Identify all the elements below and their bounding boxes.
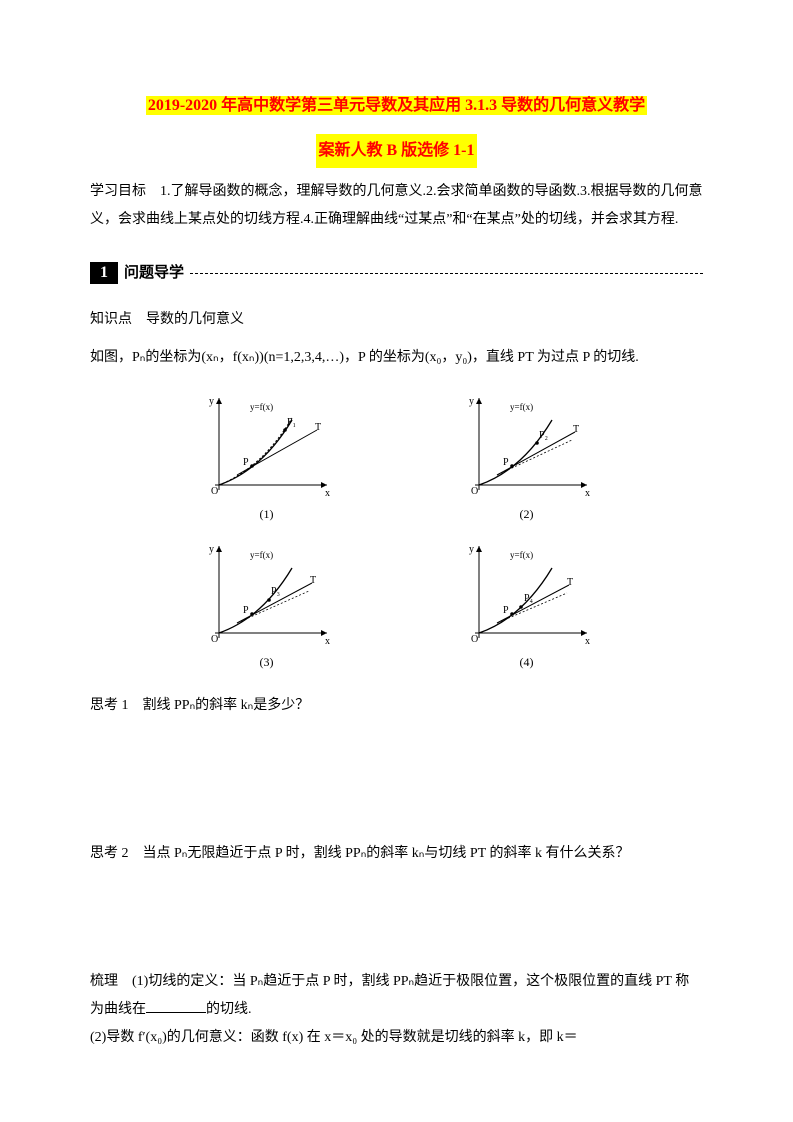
knowledge-intro: 如图，Pₙ的坐标为(xₙ，f(xₙ))(n=1,2,3,4,…)，P 的坐标为(… — [90, 344, 703, 372]
figure-2: O y x y=f(x) P P₂ T (2) — [457, 390, 597, 526]
section-dashes — [190, 273, 703, 274]
figure-4-caption: (4) — [457, 650, 597, 674]
blank-space-1 — [90, 720, 703, 840]
figure-1: O y x y=f(x) P P₁ T (1) — [197, 390, 337, 526]
figure-1-caption: (1) — [197, 502, 337, 526]
figure-grid: O y x y=f(x) P P₁ T (1) O — [167, 390, 627, 674]
svg-text:y=f(x): y=f(x) — [510, 402, 533, 412]
svg-text:y: y — [469, 396, 474, 407]
svg-text:T: T — [567, 577, 573, 588]
svg-text:y: y — [469, 544, 474, 555]
svg-text:y: y — [209, 544, 214, 555]
figure-2-svg: O y x y=f(x) P P₂ T — [457, 390, 597, 500]
svg-text:O: O — [211, 634, 218, 645]
svg-text:O: O — [211, 486, 218, 497]
knowledge-heading: 知识点 导数的几何意义 — [90, 306, 703, 334]
summary-paragraph-2: (2)导数 f′(x₀)的几何意义：函数 f(x) 在 x＝x₀ 处的导数就是切… — [90, 1024, 703, 1052]
section-label: 问题导学 — [124, 258, 184, 288]
think-2: 思考 2 当点 Pₙ无限趋近于点 P 时，割线 PPₙ的斜率 kₙ与切线 PT … — [90, 840, 703, 868]
svg-text:x: x — [325, 488, 330, 499]
figure-4-svg: O y x y=f(x) P P₄ T — [457, 538, 597, 648]
blank-space-2 — [90, 868, 703, 968]
svg-text:P₂: P₂ — [539, 430, 548, 441]
svg-text:P: P — [503, 457, 509, 468]
svg-text:O: O — [471, 634, 478, 645]
svg-text:x: x — [585, 488, 590, 499]
svg-text:y=f(x): y=f(x) — [250, 550, 273, 560]
learning-objectives: 学习目标 1.了解导函数的概念，理解导数的几何意义.2.会求简单函数的导函数.3… — [90, 178, 703, 234]
svg-text:P₄: P₄ — [524, 593, 534, 604]
svg-text:O: O — [471, 486, 478, 497]
svg-text:P₁: P₁ — [287, 417, 296, 428]
svg-text:T: T — [310, 575, 316, 586]
figure-2-caption: (2) — [457, 502, 597, 526]
document-title: 2019-2020 年高中数学第三单元导数及其应用 3.1.3 导数的几何意义教… — [90, 90, 703, 168]
think-1: 思考 1 割线 PPₙ的斜率 kₙ是多少？ — [90, 692, 703, 720]
figure-1-svg: O y x y=f(x) P P₁ T — [197, 390, 337, 500]
svg-text:P: P — [243, 457, 249, 468]
svg-text:P: P — [503, 605, 509, 616]
svg-text:x: x — [325, 636, 330, 647]
svg-text:T: T — [573, 424, 579, 435]
section-number-box: 1 — [90, 262, 118, 284]
figure-3: O y x y=f(x) P P₃ T (3) — [197, 538, 337, 674]
svg-text:y=f(x): y=f(x) — [510, 550, 533, 560]
svg-text:y: y — [209, 396, 214, 407]
svg-text:P: P — [243, 605, 249, 616]
title-line-1: 2019-2020 年高中数学第三单元导数及其应用 3.1.3 导数的几何意义教… — [146, 96, 647, 115]
figure-4: O y x y=f(x) P P₄ T (4) — [457, 538, 597, 674]
svg-text:y=f(x): y=f(x) — [250, 402, 273, 412]
summary-1b: 的切线. — [206, 1002, 252, 1017]
figure-3-caption: (3) — [197, 650, 337, 674]
title-line-2: 案新人教 B 版选修 1-1 — [316, 134, 476, 168]
summary-paragraph-1: 梳理 (1)切线的定义：当 Pₙ趋近于点 P 时，割线 PPₙ趋近于极限位置，这… — [90, 968, 703, 1024]
blank-underline-1 — [146, 998, 206, 1013]
svg-text:P₃: P₃ — [271, 586, 280, 597]
svg-text:T: T — [315, 422, 321, 433]
figure-3-svg: O y x y=f(x) P P₃ T — [197, 538, 337, 648]
section-header-1: 1 问题导学 — [90, 258, 703, 288]
svg-text:x: x — [585, 636, 590, 647]
page-root: 2019-2020 年高中数学第三单元导数及其应用 3.1.3 导数的几何意义教… — [0, 0, 793, 1112]
